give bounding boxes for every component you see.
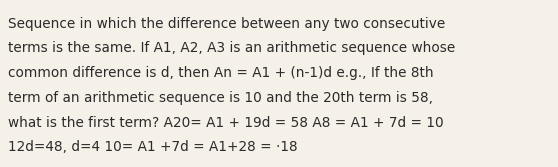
- Text: terms is the same. If A1, A2, A3 is an arithmetic sequence whose: terms is the same. If A1, A2, A3 is an a…: [8, 41, 455, 55]
- Text: term of an arithmetic sequence is 10 and the 20th term is 58,: term of an arithmetic sequence is 10 and…: [8, 91, 433, 105]
- Text: what is the first term? A20= A1 + 19d = 58 A8 = A1 + 7d = 10: what is the first term? A20= A1 + 19d = …: [8, 116, 444, 130]
- Text: Sequence in which the difference between any two consecutive: Sequence in which the difference between…: [8, 17, 445, 31]
- Text: 12d=48, d=4 10= A1 +7d = A1+28 = ·18: 12d=48, d=4 10= A1 +7d = A1+28 = ·18: [8, 140, 297, 154]
- Text: common difference is d, then An = A1 + (n-1)d e.g., If the 8th: common difference is d, then An = A1 + (…: [8, 66, 434, 80]
